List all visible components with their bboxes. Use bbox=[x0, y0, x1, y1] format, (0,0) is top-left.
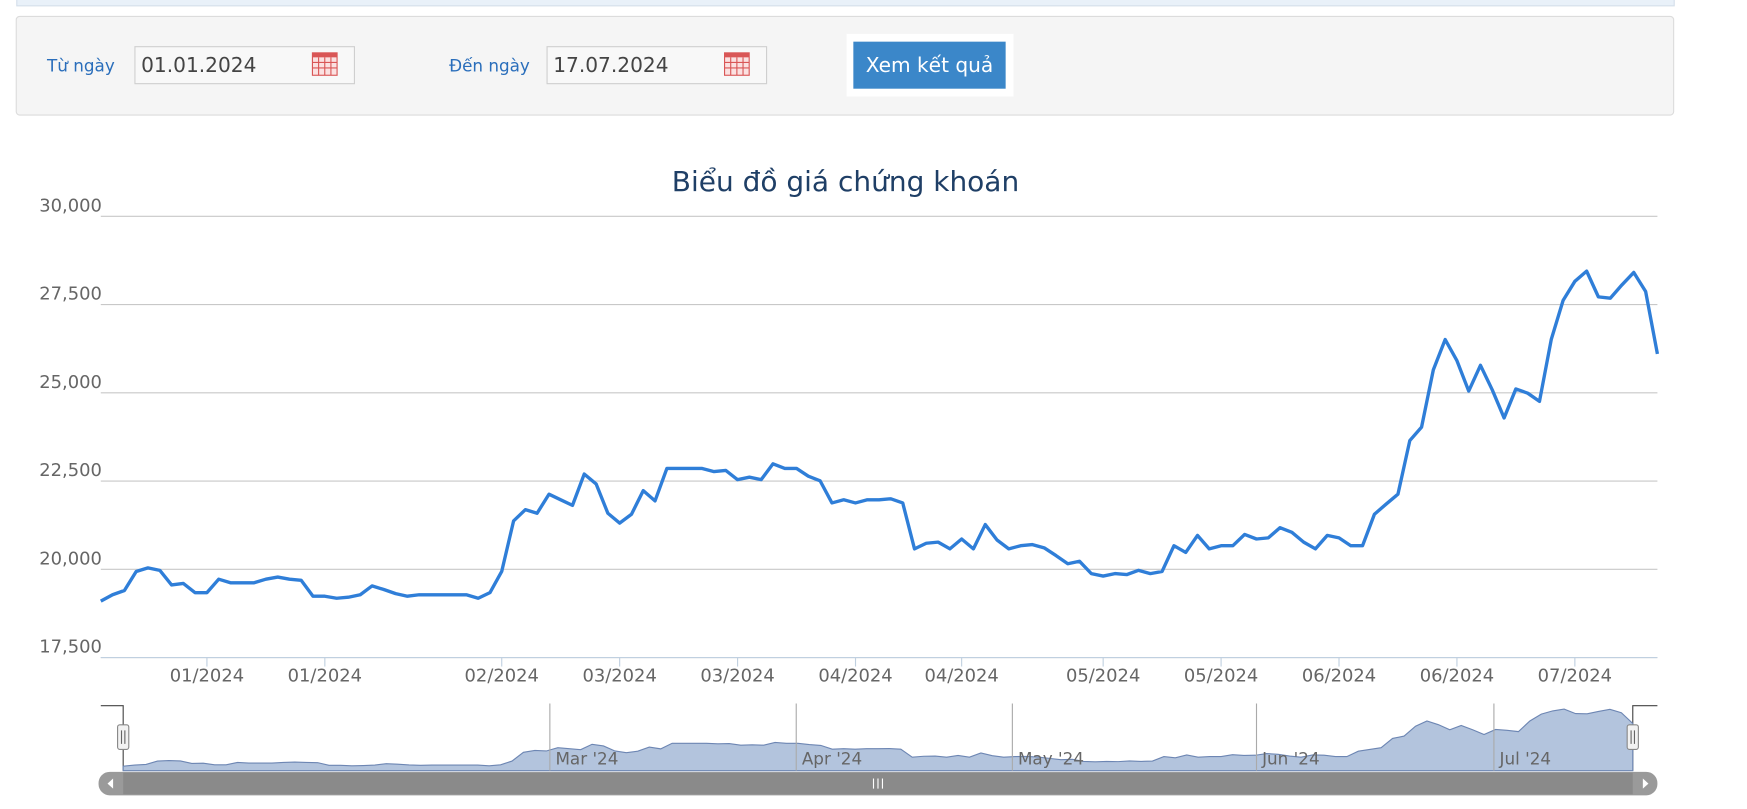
y-tick-label: 30,000 bbox=[39, 195, 102, 216]
submit-label: Xem kết quả bbox=[866, 53, 994, 77]
x-tick-label: 03/2024 bbox=[700, 666, 774, 687]
handle-grip bbox=[1630, 730, 1636, 744]
submit-button[interactable] bbox=[853, 41, 1006, 89]
x-tick-label: 04/2024 bbox=[924, 666, 998, 687]
scrollbar-grip bbox=[872, 778, 884, 789]
navigator-handle[interactable] bbox=[117, 724, 130, 750]
x-tick-label: 01/2024 bbox=[170, 666, 244, 687]
scroll-left[interactable] bbox=[107, 778, 114, 789]
calendar-icon[interactable] bbox=[723, 52, 750, 76]
y-tick-label: 20,000 bbox=[39, 548, 102, 569]
x-tick-label: 01/2024 bbox=[288, 666, 362, 687]
chart: 17,500 20,000 22,500 25,000 27,500 30,000 01/2… bbox=[39, 195, 1660, 796]
navigator-label: Jun '24 bbox=[1261, 748, 1320, 768]
x-tick-label: 03/2024 bbox=[582, 666, 656, 687]
scroll-right[interactable] bbox=[1642, 778, 1649, 789]
x-tick-label: 05/2024 bbox=[1066, 666, 1140, 687]
filter-panel bbox=[15, 15, 1675, 116]
handle-grip bbox=[120, 730, 126, 744]
top-strip bbox=[16, 0, 1675, 7]
x-tick-label: 02/2024 bbox=[465, 666, 539, 687]
x-tick-label: 07/2024 bbox=[1538, 666, 1612, 687]
x-tick-label: 04/2024 bbox=[818, 666, 892, 687]
price-line bbox=[99, 269, 1660, 603]
x-tick-label: 06/2024 bbox=[1420, 666, 1494, 687]
navigator-handle[interactable] bbox=[1626, 724, 1639, 750]
calendar-icon[interactable] bbox=[311, 52, 338, 76]
to-label: Đến ngày bbox=[449, 55, 530, 75]
navigator-area bbox=[122, 708, 1634, 772]
navigator-label: Mar '24 bbox=[555, 748, 618, 768]
x-tick-label: 06/2024 bbox=[1302, 666, 1376, 687]
from-label: Từ ngày bbox=[46, 55, 115, 75]
to-value: 17.07.2024 bbox=[553, 53, 668, 77]
navigator-label: Jul '24 bbox=[1499, 748, 1552, 768]
navigator-label: May '24 bbox=[1018, 748, 1084, 768]
from-value: 01.01.2024 bbox=[141, 53, 256, 77]
y-tick-label: 25,000 bbox=[39, 372, 102, 393]
chart-title: Biểu đồ giá chứng khoán bbox=[672, 165, 1019, 198]
y-tick-label: 27,500 bbox=[39, 284, 102, 305]
y-tick-label: 22,500 bbox=[39, 460, 102, 481]
navigator-label: Apr '24 bbox=[802, 748, 862, 768]
y-tick-label: 17,500 bbox=[39, 637, 102, 658]
x-tick-label: 05/2024 bbox=[1184, 666, 1258, 687]
